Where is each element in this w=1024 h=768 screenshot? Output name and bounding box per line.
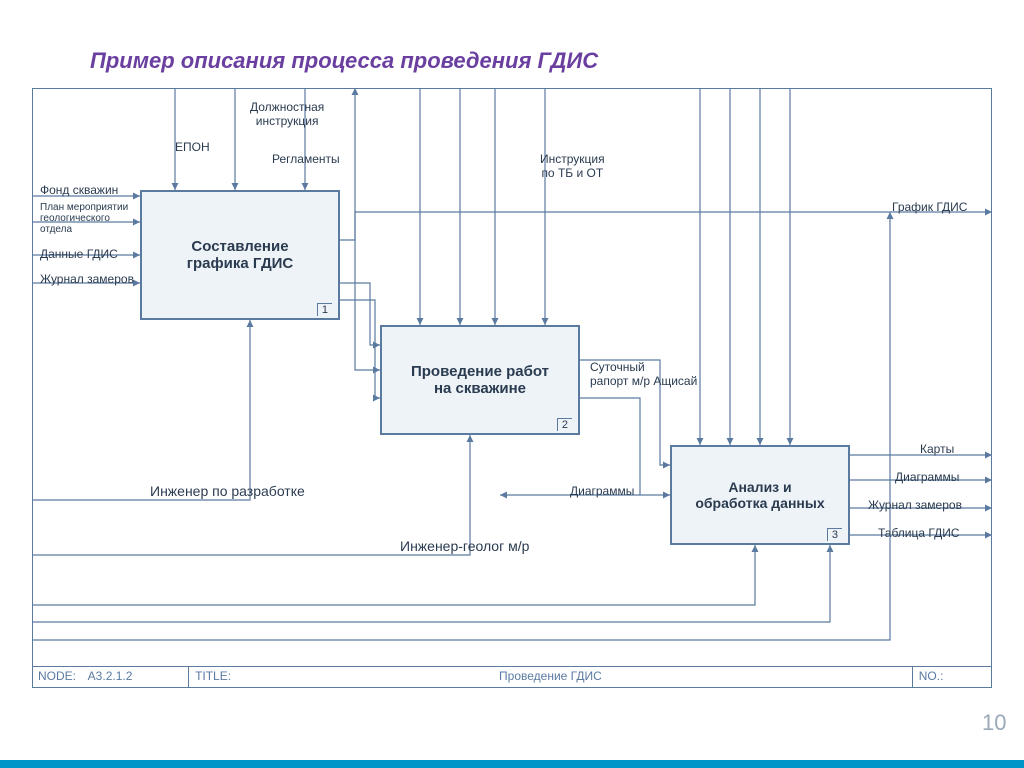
diagram-footer: NODE: A3.2.1.2TITLE: Проведение ГДИСNO.: bbox=[32, 666, 992, 688]
diagram-label: Данные ГДИС bbox=[40, 247, 118, 261]
diagram-label: Инженер по разработке bbox=[150, 483, 305, 499]
diagram-label: Журнал замеров bbox=[40, 272, 134, 286]
diagram-label: Суточный рапорт м/р Ащисай bbox=[590, 360, 697, 388]
diagram-label: Диаграммы bbox=[895, 470, 959, 484]
diagram-label: Фонд скважин bbox=[40, 183, 118, 197]
diagram-label: Инженер-геолог м/р bbox=[400, 538, 529, 554]
diagram-label: Инструкция по ТБ и ОТ bbox=[540, 152, 605, 180]
bottom-stripe bbox=[0, 760, 1024, 768]
process-node-3: Анализ и обработка данных 3 bbox=[670, 445, 850, 545]
process-node-2: Проведение работ на скважине 2 bbox=[380, 325, 580, 435]
diagram-label: Таблица ГДИС bbox=[878, 526, 960, 540]
diagram-label: Должностная инструкция bbox=[250, 100, 324, 128]
diagram-label: План мероприятии геологического отдела bbox=[40, 202, 128, 235]
diagram-label: График ГДИС bbox=[892, 200, 967, 214]
process-node-number: 1 bbox=[317, 303, 332, 316]
process-node-label: Анализ и обработка данных bbox=[695, 479, 824, 511]
footer-cell: NO.: bbox=[913, 667, 992, 688]
diagram-label: ЕПОН bbox=[175, 140, 210, 154]
diagram-label: Журнал замеров bbox=[868, 498, 962, 512]
process-node-number: 2 bbox=[557, 418, 572, 431]
process-node-number: 3 bbox=[827, 528, 842, 541]
page-number: 10 bbox=[982, 710, 1006, 736]
footer-cell: TITLE: Проведение ГДИС bbox=[189, 667, 913, 688]
process-node-label: Проведение работ на скважине bbox=[411, 363, 549, 397]
diagram-label: Карты bbox=[920, 442, 954, 456]
process-node-label: Составление графика ГДИС bbox=[187, 238, 294, 272]
diagram-label: Регламенты bbox=[272, 152, 340, 166]
page-title: Пример описания процесса проведения ГДИС bbox=[90, 48, 598, 74]
process-node-1: Составление графика ГДИС 1 bbox=[140, 190, 340, 320]
footer-cell: NODE: A3.2.1.2 bbox=[32, 667, 189, 688]
diagram-label: Диаграммы bbox=[570, 484, 634, 498]
